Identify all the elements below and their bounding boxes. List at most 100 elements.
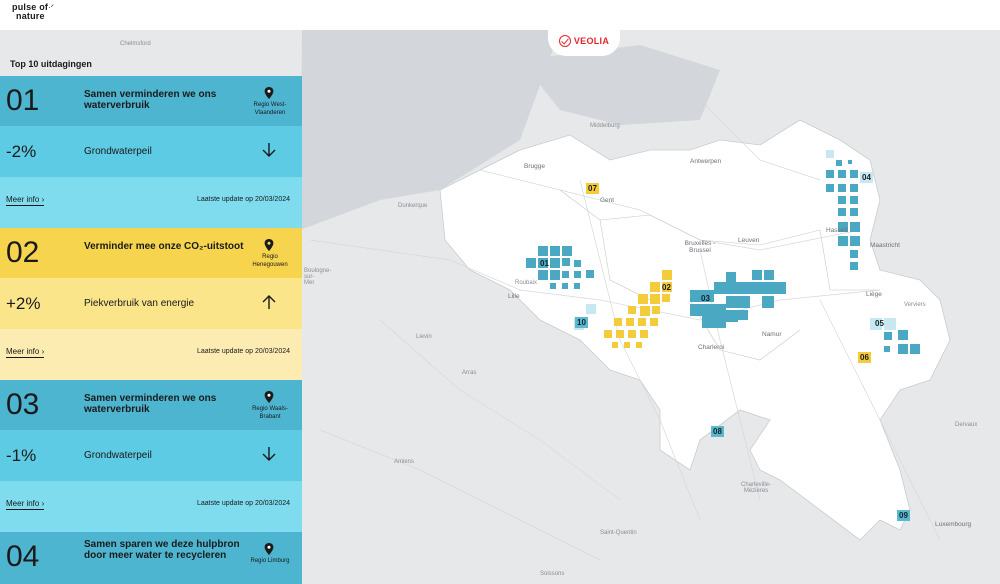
challenge-header: 03 Samen verminderen we ons waterverbrui… xyxy=(0,380,302,430)
veolia-icon xyxy=(558,35,571,47)
challenge-footer: Meer info › Laatste update op 20/03/2024 xyxy=(0,481,302,532)
arrow-down-icon xyxy=(262,447,276,461)
place-boulogne: Boulogne-sur-Mer xyxy=(304,268,332,286)
location-pin-icon xyxy=(264,238,274,251)
more-info-link[interactable]: Meer info › xyxy=(6,347,45,358)
chevron-right-icon: › xyxy=(41,347,45,356)
place-bruxelles: Bruxelles - Brussel xyxy=(684,240,716,254)
kpi-value: -2% xyxy=(6,142,37,161)
kpi-label: Grondwaterpeil xyxy=(84,146,152,157)
challenge-number: 02 xyxy=(6,236,40,269)
challenge-title: Samen sparen we deze hulpbron door meer … xyxy=(84,539,240,561)
location-pin-icon xyxy=(264,390,274,403)
marker-02[interactable]: 02 xyxy=(662,283,671,292)
place-arras: Arras xyxy=(462,370,477,376)
place-lievin: Lievin xyxy=(416,334,432,340)
challenge-footer: Meer info › Laatste update op 20/03/2024 xyxy=(0,329,302,380)
arrow-up-icon xyxy=(262,295,276,309)
challenge-region: Regio Henegouwen xyxy=(252,254,288,268)
place-amiens: Amiens xyxy=(394,459,415,465)
chevron-right-icon: › xyxy=(41,195,45,204)
veolia-logo[interactable]: VEOLIA xyxy=(548,26,620,56)
place-brugge: Brugge xyxy=(524,163,545,170)
challenge-kpi: -2% Grondwaterpeil xyxy=(0,126,302,177)
challenge-region: Regio West-Vlaanderen xyxy=(253,102,287,116)
marker-01[interactable]: 01 xyxy=(540,259,549,268)
more-info-label: Meer info xyxy=(6,347,40,356)
more-info-link[interactable]: Meer info › xyxy=(6,195,45,206)
cluster-01[interactable] xyxy=(526,246,594,289)
roads xyxy=(309,59,941,561)
place-charleville: Charleville-Mézières xyxy=(740,482,771,494)
place-saint-quentin: Saint-Quentin xyxy=(600,530,637,536)
place-gent: Gent xyxy=(600,197,615,204)
challenge-number: 03 xyxy=(6,388,40,421)
place-soissons: Soissons xyxy=(540,571,565,577)
challenge-card-01[interactable]: 01 Samen verminderen we ons waterverbrui… xyxy=(0,76,302,228)
province-borders xyxy=(559,189,880,361)
challenge-footer: Meer info › Laatste update op 20/03/2024 xyxy=(0,177,302,228)
place-chelmsford: Chelmsford xyxy=(120,41,151,47)
place-dervaux: Dervaux xyxy=(955,422,978,428)
logo-line-1: pulse of xyxy=(12,2,49,12)
cluster-04[interactable] xyxy=(826,150,860,270)
challenge-header: 04 Samen sparen we deze hulpbron door me… xyxy=(0,532,302,584)
north-sea xyxy=(0,30,560,230)
cluster-03[interactable] xyxy=(690,270,786,328)
logo-line-2: nature xyxy=(16,11,45,21)
kpi-value: +2% xyxy=(6,294,41,313)
pulse-of-nature-logo[interactable]: pulse of nature xyxy=(12,3,48,21)
sparkle-icon: ·ᐟ xyxy=(48,3,55,12)
marker-07[interactable]: 07 xyxy=(586,183,599,194)
last-update: Laatste update op 20/03/2024 xyxy=(196,500,290,507)
cluster-02[interactable] xyxy=(604,270,672,348)
place-maastricht: Maastricht xyxy=(870,242,900,249)
kpi-label: Grondwaterpeil xyxy=(84,450,152,461)
kpi-value: -1% xyxy=(6,446,37,465)
veolia-wordmark: VEOLIA xyxy=(573,36,610,46)
place-luxembourg: Luxembourg xyxy=(935,521,972,528)
challenge-number: 04 xyxy=(6,540,40,573)
marker-09[interactable]: 09 xyxy=(897,510,910,521)
place-namur: Namur xyxy=(762,331,782,338)
last-update: Laatste update op 20/03/2024 xyxy=(196,196,290,203)
place-liege: Liège xyxy=(866,291,882,298)
marker-04[interactable]: 04 xyxy=(860,172,873,183)
panel-title: Top 10 uitdagingen xyxy=(10,59,92,69)
challenge-card-03[interactable]: 03 Samen verminderen we ons waterverbrui… xyxy=(0,380,302,532)
place-middelburg: Middelburg xyxy=(590,123,620,129)
challenge-card-02[interactable]: 02 Verminder mee onze CO₂-uitstoot Regio… xyxy=(0,228,302,380)
challenge-card-04[interactable]: 04 Samen sparen we deze hulpbron door me… xyxy=(0,532,302,584)
more-info-label: Meer info xyxy=(6,499,40,508)
challenge-number: 01 xyxy=(6,84,40,117)
challenge-title: Samen verminderen we ons waterverbruik xyxy=(84,393,217,415)
last-update: Laatste update op 20/03/2024 xyxy=(196,348,290,355)
challenges-panel[interactable]: 01 Samen verminderen we ons waterverbrui… xyxy=(0,76,302,584)
challenge-region: Regio Waals-Brabant xyxy=(252,406,288,420)
challenge-header: 01 Samen verminderen we ons waterverbrui… xyxy=(0,76,302,126)
map-svg xyxy=(0,30,951,561)
challenge-region: Regio Limburg xyxy=(250,558,290,564)
marker-06[interactable]: 06 xyxy=(858,352,871,363)
marker-08[interactable]: 08 xyxy=(711,426,724,437)
marker-10[interactable]: 10 xyxy=(575,317,588,328)
marker-03[interactable]: 03 xyxy=(701,294,710,303)
place-charleroi: Charleroi xyxy=(698,344,725,351)
challenge-title: Verminder mee onze CO₂-uitstoot xyxy=(84,241,244,252)
more-info-label: Meer info xyxy=(6,195,40,204)
place-leuven: Leuven xyxy=(738,237,760,244)
challenge-header: 02 Verminder mee onze CO₂-uitstoot Regio… xyxy=(0,228,302,278)
more-info-link[interactable]: Meer info › xyxy=(6,499,45,510)
cluster-05[interactable] xyxy=(870,318,920,354)
marker-05[interactable]: 05 xyxy=(875,319,884,328)
scheldt-estuary xyxy=(520,45,720,125)
location-pin-icon xyxy=(264,542,274,555)
arrow-down-icon xyxy=(262,143,276,157)
location-pin-icon xyxy=(264,86,274,99)
challenge-title: Samen verminderen we ons waterverbruik xyxy=(84,89,217,111)
place-lille: Lille xyxy=(508,293,520,300)
place-antwerpen: Antwerpen xyxy=(690,158,722,165)
place-verviers: Verviers xyxy=(904,302,926,308)
place-hasselt: Hasselt xyxy=(826,227,848,234)
challenge-kpi: +2% Piekverbruik van energie xyxy=(0,278,302,329)
